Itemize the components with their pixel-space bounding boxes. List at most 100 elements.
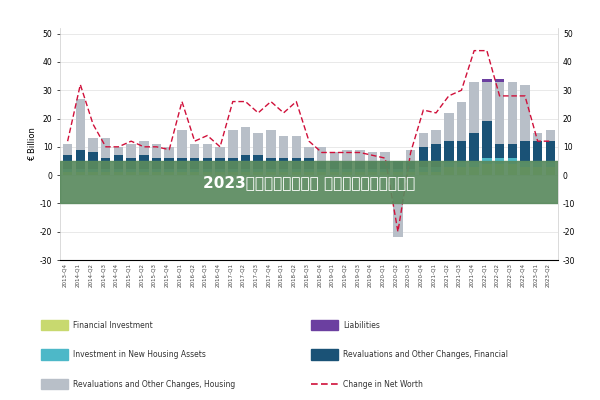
Bar [545, 161, 555, 167]
Y-axis label: € Billion: € Billion [28, 127, 37, 161]
Bar [482, 79, 491, 82]
Text: 2018-Q1: 2018-Q1 [278, 262, 284, 286]
Bar [241, 172, 250, 175]
Bar [88, 170, 98, 172]
Bar [101, 158, 110, 170]
Bar [457, 161, 466, 167]
Bar [177, 158, 187, 170]
Bar [469, 82, 479, 133]
Bar [520, 161, 530, 167]
Bar [63, 155, 73, 170]
Text: Revaluations and Other Changes, Housing: Revaluations and Other Changes, Housing [73, 380, 235, 389]
Bar [88, 138, 98, 152]
Bar [266, 130, 275, 158]
Bar [228, 158, 238, 170]
Bar [139, 141, 149, 155]
Text: 2023-Q1: 2023-Q1 [533, 262, 538, 286]
Text: Investment in New Housing Assets: Investment in New Housing Assets [73, 350, 206, 359]
Bar [41, 379, 68, 390]
Bar [355, 170, 365, 172]
Bar [380, 161, 390, 170]
Bar [266, 158, 275, 170]
Bar [419, 133, 428, 147]
Bar [127, 144, 136, 158]
Bar [253, 155, 263, 170]
Bar [355, 150, 365, 161]
Bar [215, 147, 225, 158]
Text: 2016-Q1: 2016-Q1 [177, 262, 182, 286]
Bar [164, 172, 174, 175]
Bar [393, 161, 403, 170]
Bar [139, 172, 149, 175]
Text: 2015-Q3: 2015-Q3 [152, 262, 157, 286]
Bar [495, 82, 505, 144]
Bar [533, 167, 542, 175]
Text: 2021-Q2: 2021-Q2 [444, 262, 449, 286]
Bar [88, 172, 98, 175]
Bar [127, 158, 136, 170]
Text: 2020-Q3: 2020-Q3 [406, 262, 410, 286]
Text: 2017-Q3: 2017-Q3 [253, 262, 258, 286]
Bar [482, 158, 491, 164]
Bar [329, 172, 339, 175]
Text: 2021-Q1: 2021-Q1 [431, 262, 436, 286]
Bar [520, 167, 530, 175]
Bar [241, 170, 250, 172]
Text: Change in Net Worth: Change in Net Worth [343, 380, 423, 389]
Text: Financial Investment: Financial Investment [73, 321, 153, 330]
Bar [177, 172, 187, 175]
Bar [520, 141, 530, 161]
Bar [469, 161, 479, 167]
Bar [101, 138, 110, 158]
Text: 2020-Q1: 2020-Q1 [380, 262, 385, 286]
Bar [311, 320, 338, 330]
Text: Liabilities: Liabilities [343, 321, 380, 330]
Text: 2018-Q3: 2018-Q3 [304, 262, 309, 286]
Bar [279, 158, 289, 170]
Bar [113, 170, 123, 172]
Bar [317, 147, 326, 161]
Bar [101, 172, 110, 175]
Text: 2019-Q4: 2019-Q4 [368, 262, 373, 286]
Text: 2021-Q3: 2021-Q3 [457, 262, 461, 286]
Bar [343, 161, 352, 170]
Bar [241, 127, 250, 155]
Bar [139, 155, 149, 170]
Bar [406, 150, 415, 161]
Text: 2019-Q1: 2019-Q1 [329, 262, 334, 286]
Bar [317, 172, 326, 175]
Text: 2014-Q1: 2014-Q1 [76, 262, 80, 286]
Bar [444, 141, 454, 161]
Text: 2019-Q2: 2019-Q2 [342, 262, 347, 286]
Bar [368, 170, 377, 172]
Bar [76, 170, 85, 172]
Text: 2019-Q3: 2019-Q3 [355, 262, 360, 286]
Text: 2017-Q1: 2017-Q1 [228, 262, 233, 286]
Bar [63, 172, 73, 175]
Bar [60, 161, 558, 204]
Bar [164, 158, 174, 170]
Bar [127, 172, 136, 175]
Bar [343, 172, 352, 175]
Bar [253, 170, 263, 172]
Bar [203, 170, 212, 172]
Bar [431, 172, 441, 175]
Text: 2015-Q4: 2015-Q4 [164, 262, 169, 286]
Bar [279, 172, 289, 175]
Bar [113, 155, 123, 170]
Bar [190, 144, 199, 158]
Bar [533, 161, 542, 167]
Bar [190, 172, 199, 175]
Text: 2023十大股票配资平台 澳门火锅加盟详情攻略: 2023十大股票配资平台 澳门火锅加盟详情攻略 [203, 175, 415, 190]
Bar [164, 147, 174, 158]
Bar [406, 170, 415, 172]
Bar [380, 172, 390, 175]
Bar [203, 158, 212, 170]
Text: 2023-Q2: 2023-Q2 [545, 262, 550, 286]
Bar [495, 79, 505, 82]
Bar [304, 170, 314, 172]
Text: 2013-Q4: 2013-Q4 [62, 262, 68, 286]
Text: 2016-Q3: 2016-Q3 [202, 262, 208, 286]
Bar [495, 144, 505, 158]
Bar [164, 170, 174, 172]
